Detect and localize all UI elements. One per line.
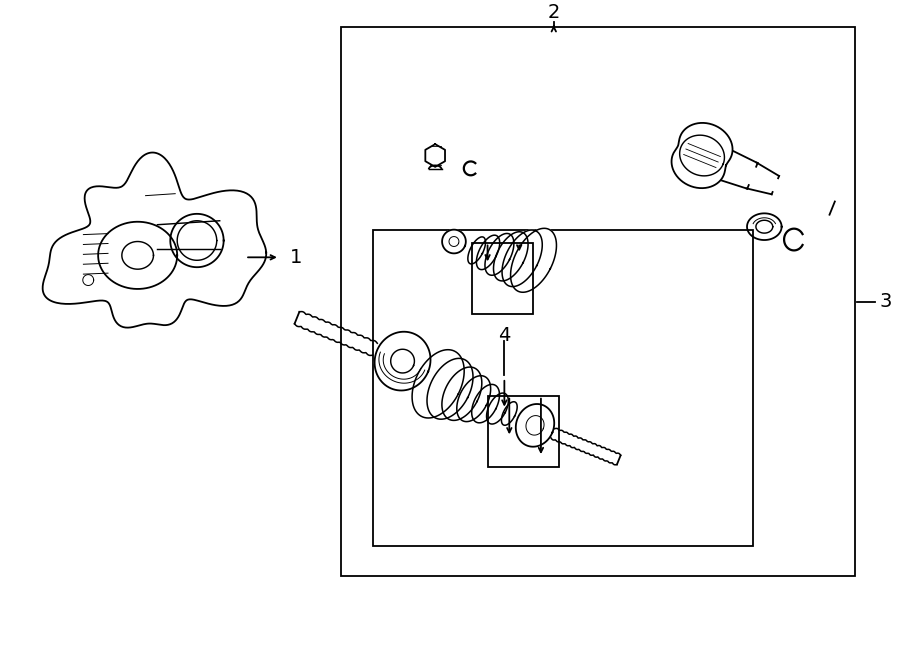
- Polygon shape: [487, 393, 508, 424]
- Polygon shape: [42, 153, 266, 328]
- Polygon shape: [472, 385, 500, 423]
- Bar: [472, 243, 533, 314]
- Polygon shape: [747, 214, 781, 240]
- Polygon shape: [510, 228, 556, 292]
- Polygon shape: [374, 332, 430, 391]
- Polygon shape: [442, 229, 466, 253]
- Text: 1: 1: [290, 248, 302, 267]
- Polygon shape: [158, 221, 220, 251]
- Polygon shape: [98, 221, 177, 289]
- Polygon shape: [516, 404, 554, 447]
- Polygon shape: [671, 123, 733, 188]
- Polygon shape: [501, 402, 518, 425]
- Polygon shape: [457, 375, 490, 422]
- Text: 2: 2: [547, 3, 560, 22]
- Polygon shape: [412, 350, 464, 418]
- Bar: [488, 396, 559, 467]
- Polygon shape: [493, 232, 528, 281]
- Polygon shape: [427, 358, 473, 419]
- Polygon shape: [426, 144, 445, 167]
- Polygon shape: [502, 230, 543, 287]
- Text: 3: 3: [880, 292, 892, 311]
- Polygon shape: [476, 235, 500, 270]
- Polygon shape: [442, 367, 482, 420]
- Text: 4: 4: [499, 326, 510, 345]
- Polygon shape: [468, 237, 485, 264]
- Bar: [341, 27, 855, 576]
- Polygon shape: [680, 135, 724, 176]
- Polygon shape: [170, 214, 224, 267]
- Bar: [373, 229, 753, 546]
- Polygon shape: [485, 233, 514, 275]
